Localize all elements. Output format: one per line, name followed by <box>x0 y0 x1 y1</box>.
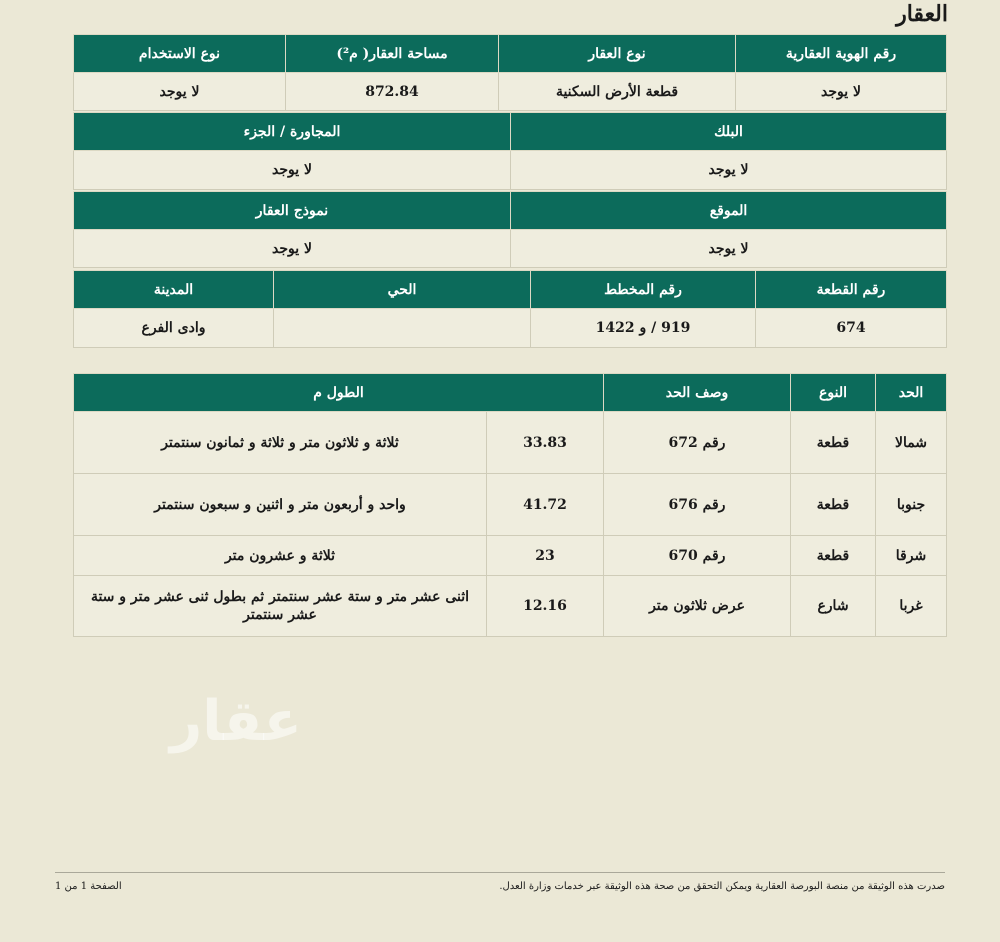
footer-divider <box>55 872 945 873</box>
type: شارع <box>790 575 876 637</box>
watermark-logo: عقار <box>170 689 302 754</box>
type: قطعة <box>790 473 876 536</box>
header-description: وصف الحد <box>603 373 791 412</box>
type: قطعة <box>790 535 876 576</box>
header-plot-number: رقم القطعة <box>755 270 947 309</box>
length: 33.83 <box>486 411 604 474</box>
header-length: الطول م <box>73 373 604 412</box>
header-usage-type: نوع الاستخدام <box>73 34 286 73</box>
length: 23 <box>486 535 604 576</box>
footer-note: صدرت هذه الوثيقة من منصة البورصة العقاري… <box>499 881 945 892</box>
length-words: ثلاثة و ثلاثون متر و ثلاثة و ثمانون سنتم… <box>73 411 487 474</box>
area: 872.84 <box>285 72 499 111</box>
header-property-model: نموذج العقار <box>73 191 511 230</box>
header-city: المدينة <box>73 270 274 309</box>
side: شمالا <box>875 411 947 474</box>
property-table: رقم الهوية العقارية نوع العقار مساحة العقا… <box>73 34 947 111</box>
side: جنوبا <box>875 473 947 536</box>
table-row: شمالا قطعة رقم 672 33.83 ثلاثة و ثلاثون متر … <box>73 411 947 474</box>
property-model: لا يوجد <box>73 229 511 268</box>
block: لا يوجد <box>510 150 947 190</box>
length-words: واحد و أربعون متر و اثنين و سبعون سنتمتر <box>73 473 487 536</box>
neighborhood-part: لا يوجد <box>73 150 511 190</box>
plan-number: 919 / و 1422 <box>530 308 756 348</box>
description: رقم 670 <box>603 535 791 576</box>
side: غربا <box>875 575 947 637</box>
property-type: قطعة الأرض السكنية <box>498 72 736 111</box>
plot-number: 674 <box>755 308 947 348</box>
page-number: الصفحة 1 من 1 <box>55 881 122 892</box>
location-table: الموقع نموذج العقار لا يوجد لا يوجد <box>73 191 947 268</box>
length: 41.72 <box>486 473 604 536</box>
header-area: مساحة العقار( م²) <box>285 34 499 73</box>
location: لا يوجد <box>510 229 947 268</box>
header-plan-number: رقم المخطط <box>530 270 756 309</box>
section-title: العقار <box>896 1 948 27</box>
table-row: جنوبا قطعة رقم 676 41.72 واحد و أربعون متر و… <box>73 473 947 536</box>
header-property-id: رقم الهوية العقارية <box>735 34 947 73</box>
header-district: الحي <box>273 270 531 309</box>
plot-table: رقم القطعة رقم المخطط الحي المدينة 674 919 /… <box>73 270 947 348</box>
type: قطعة <box>790 411 876 474</box>
boundaries-table: الحد النوع وصف الحد الطول م شمالا قطعة رقم 67… <box>73 373 947 637</box>
district <box>273 308 531 348</box>
length-words: ثلاثة و عشرون متر <box>73 535 487 576</box>
header-block: البلك <box>510 112 947 151</box>
table-row: غربا شارع عرض ثلاثون متر 12.16 اثنى عشر متر … <box>73 575 947 637</box>
header-property-type: نوع العقار <box>498 34 736 73</box>
table-row: شرقا قطعة رقم 670 23 ثلاثة و عشرون متر <box>73 535 947 576</box>
usage-type: لا يوجد <box>73 72 286 111</box>
side: شرقا <box>875 535 947 576</box>
length-words: اثنى عشر متر و ستة عشر سنتمتر ثم بطول ثن… <box>73 575 487 637</box>
description: عرض ثلاثون متر <box>603 575 791 637</box>
length: 12.16 <box>486 575 604 637</box>
description: رقم 672 <box>603 411 791 474</box>
header-type: النوع <box>790 373 876 412</box>
city: وادى الفرع <box>73 308 274 348</box>
description: رقم 676 <box>603 473 791 536</box>
header-side: الحد <box>875 373 947 412</box>
header-neighborhood-part: المجاورة / الجزء <box>73 112 511 151</box>
block-table: البلك المجاورة / الجزء لا يوجد لا يوجد <box>73 112 947 190</box>
property-id: لا يوجد <box>735 72 947 111</box>
header-location: الموقع <box>510 191 947 230</box>
